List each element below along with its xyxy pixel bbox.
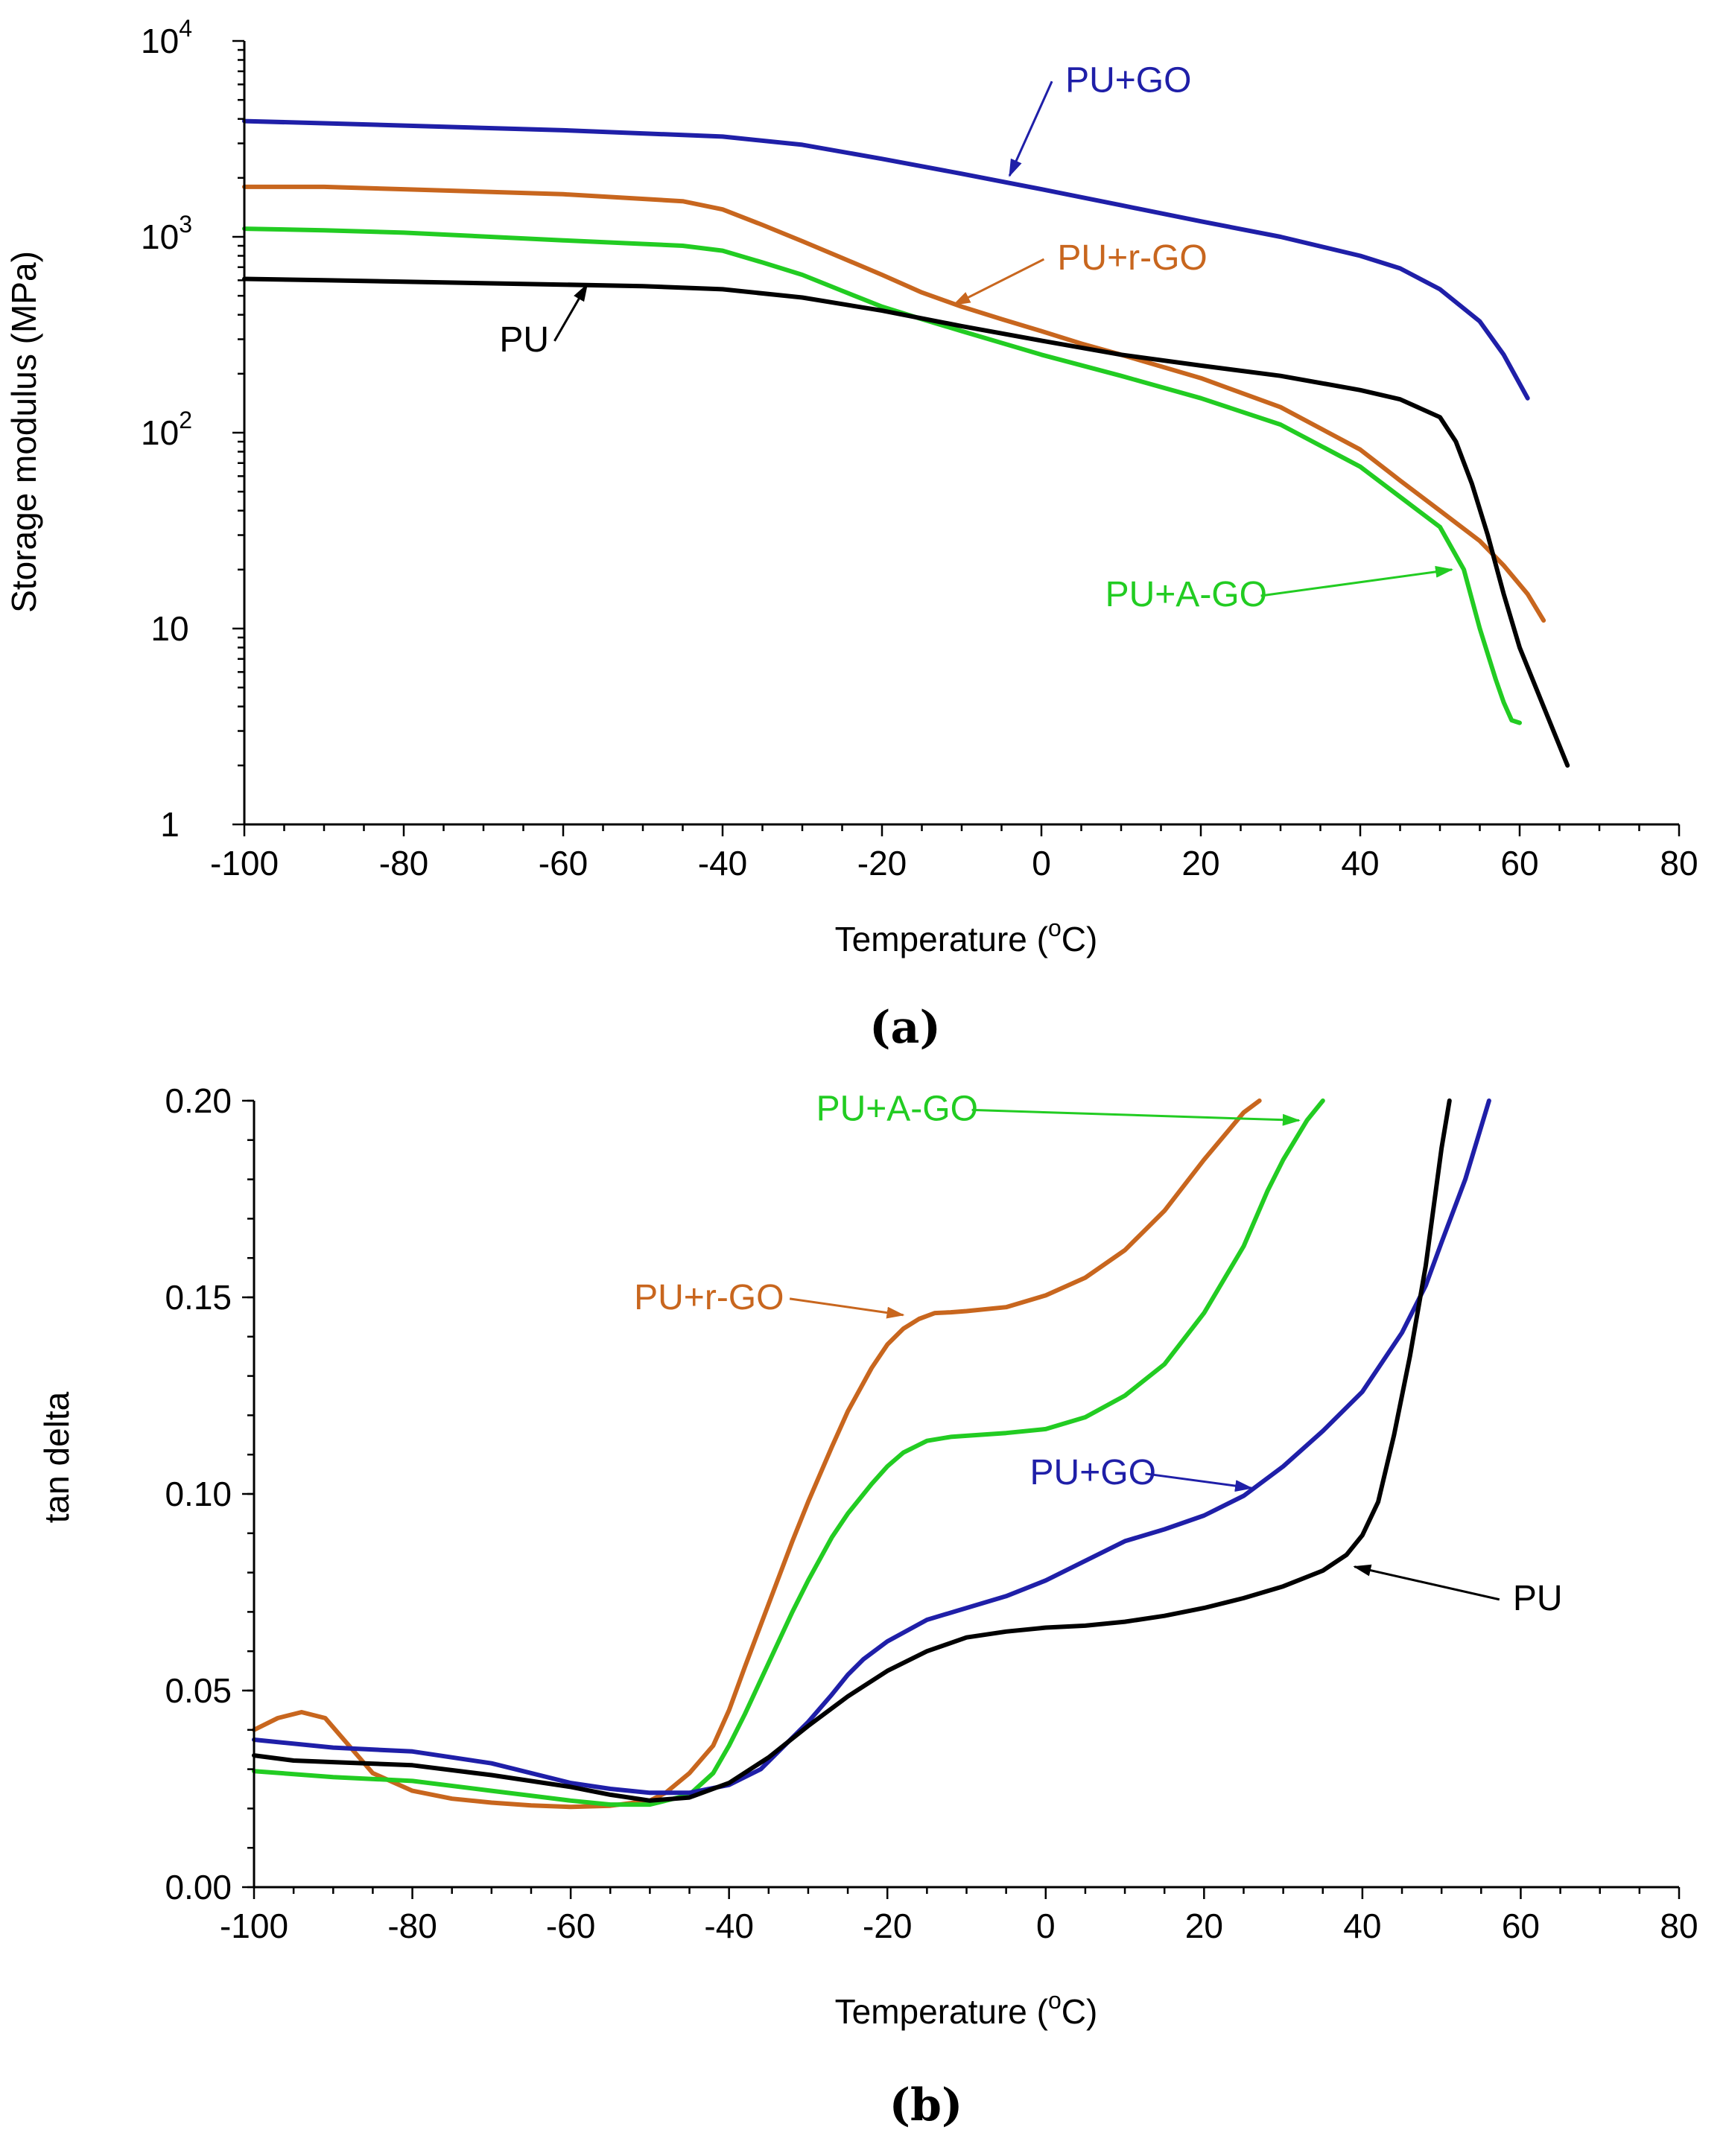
y-tick-label: 103 xyxy=(141,211,192,256)
x-tick-label: -20 xyxy=(857,844,907,883)
series-line-pu xyxy=(242,276,1570,768)
x-tick-label: 40 xyxy=(1343,1907,1381,1945)
series-line-pu-a-go xyxy=(252,1098,1325,1807)
series-label-pu-a-go: PU+A-GO xyxy=(1105,575,1267,614)
x-tick-label: -40 xyxy=(698,844,747,883)
x-tick-label: -100 xyxy=(210,844,279,883)
annotation-arrow-pu-a-go xyxy=(971,1108,1301,1126)
annotation-arrow-pu-go xyxy=(1145,1472,1254,1492)
x-tick-label: 60 xyxy=(1500,844,1538,883)
x-tick-label: -60 xyxy=(539,844,588,883)
x-tick-label: 60 xyxy=(1502,1907,1540,1945)
annotation-arrow-pu-a-go xyxy=(1260,565,1454,597)
annotation-arrow-pu-r-go xyxy=(789,1297,905,1319)
panel-label-b: (b) xyxy=(889,2079,963,2131)
x-tick-label: -80 xyxy=(379,844,428,883)
series-label-pu-go: PU+GO xyxy=(1030,1453,1156,1492)
y-axis-title: tan delta xyxy=(37,1391,76,1523)
annotation-arrow-pu xyxy=(1353,1564,1500,1601)
y-tick-label: 0.00 xyxy=(165,1868,232,1907)
series-line-pu-go xyxy=(242,118,1530,401)
series-line-pu xyxy=(252,1098,1452,1803)
x-tick-label: 40 xyxy=(1341,844,1379,883)
y-tick-label: 0.05 xyxy=(165,1671,232,1710)
annotation-arrow-pu-r-go xyxy=(952,258,1045,306)
y-tick-label: 0.20 xyxy=(165,1081,232,1120)
x-tick-label: 0 xyxy=(1032,844,1051,883)
series-line-pu-r-go xyxy=(252,1098,1262,1810)
x-tick-label: 20 xyxy=(1185,1907,1223,1945)
x-tick-label: 80 xyxy=(1660,844,1698,883)
x-tick-label: -80 xyxy=(387,1907,437,1945)
annotation-arrow-pu xyxy=(553,283,588,342)
x-tick-label: -40 xyxy=(704,1907,753,1945)
y-tick-label: 0.10 xyxy=(165,1475,232,1513)
x-tick-label: 0 xyxy=(1036,1907,1056,1945)
series-line-pu-go xyxy=(252,1098,1491,1796)
x-tick-label: 80 xyxy=(1660,1907,1698,1945)
x-tick-label: -100 xyxy=(220,1907,288,1945)
series-line-pu-a-go xyxy=(242,226,1522,725)
series-label-pu-r-go: PU+r-GO xyxy=(634,1278,784,1317)
panel-label-a: (a) xyxy=(869,1002,941,1054)
x-tick-label: -20 xyxy=(863,1907,912,1945)
y-tick-label: 10 xyxy=(150,609,188,648)
series-label-pu-a-go: PU+A-GO xyxy=(816,1089,978,1128)
series-line-pu-r-go xyxy=(242,184,1546,623)
x-tick-label: -60 xyxy=(546,1907,595,1945)
y-axis-title: Storage modulus (MPa) xyxy=(4,251,43,613)
y-tick-label: 104 xyxy=(141,15,192,60)
x-tick-label: 20 xyxy=(1181,844,1219,883)
x-axis-title: Temperature (oC) xyxy=(835,915,1098,958)
series-label-pu: PU xyxy=(499,320,549,360)
y-tick-label: 0.15 xyxy=(165,1278,232,1317)
series-label-pu-r-go: PU+r-GO xyxy=(1057,238,1207,278)
x-axis-title: Temperature (oC) xyxy=(835,1987,1098,2031)
annotation-arrow-pu-go xyxy=(1008,80,1053,177)
chart-storage-modulus: -100 -80 -60 -40 -20 0 20 40 60 80 1 10 102 103 104 PU… xyxy=(4,15,1698,1054)
chart-tan-delta: -100 -80 -60 -40 -20 0 20 40 60 80 0.00 0.05 0.10 0.1… xyxy=(37,1081,1698,2131)
series-label-pu: PU xyxy=(1513,1579,1563,1618)
y-tick-label: 1 xyxy=(160,805,180,844)
y-tick-label: 102 xyxy=(141,407,192,452)
series-label-pu-go: PU+GO xyxy=(1065,60,1191,100)
